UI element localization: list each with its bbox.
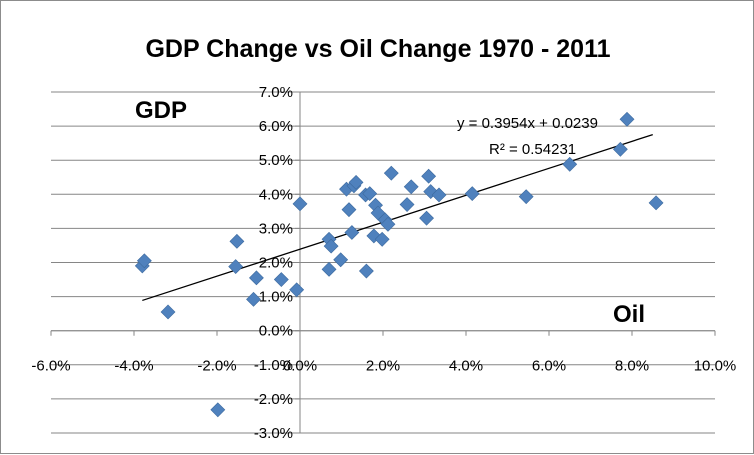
data-point (273, 272, 289, 287)
y-tick-label: 7.0% (259, 84, 293, 101)
x-tick-label: -6.0% (31, 358, 70, 375)
data-point (321, 261, 337, 277)
data-point (341, 202, 357, 218)
data-point (323, 238, 339, 254)
trendline-group (142, 133, 653, 302)
r-squared-label: R² = 0.54231 (489, 141, 576, 158)
data-point (562, 156, 578, 172)
data-point (246, 291, 261, 307)
x-tick-label: 8.0% (615, 358, 649, 375)
x-tick-label: 4.0% (449, 358, 483, 375)
y-tick-label: 5.0% (259, 152, 293, 169)
trendline-equation: y = 0.3954x + 0.0239 (457, 115, 598, 132)
data-point (344, 225, 360, 240)
x-tick-label: 10.0% (694, 358, 737, 375)
x-tick-label: -4.0% (114, 358, 153, 375)
data-point (403, 179, 419, 195)
y-tick-label: 6.0% (259, 118, 293, 135)
tick-labels: -3.0%-2.0%-1.0%0.0%1.0%2.0%3.0%4.0%5.0%6… (31, 84, 736, 442)
y-tick-label: 4.0% (259, 186, 293, 203)
gdp-annotation: GDP (135, 97, 187, 124)
data-point (136, 253, 152, 269)
data-point (380, 216, 396, 232)
axes (50, 91, 716, 434)
x-tick-label: 0.0% (283, 358, 317, 375)
data-point (160, 304, 176, 320)
data-point (648, 195, 664, 211)
data-point (362, 186, 378, 202)
y-tick-label: 0.0% (259, 323, 293, 340)
data-point (210, 402, 226, 418)
data-point (619, 111, 635, 127)
data-point (421, 168, 437, 184)
data-point (399, 197, 415, 212)
data-points (134, 111, 664, 418)
data-point (464, 186, 480, 202)
data-point (292, 196, 308, 212)
data-point (419, 210, 434, 226)
y-tick-label: -3.0% (254, 425, 293, 442)
data-point (289, 282, 305, 298)
data-point (374, 231, 390, 247)
y-tick-label: 1.0% (259, 289, 293, 306)
gridlines (51, 91, 715, 434)
data-point (333, 252, 349, 268)
x-tick-label: 2.0% (366, 358, 400, 375)
y-tick-label: -1.0% (254, 357, 293, 374)
x-tick-label: -2.0% (197, 358, 236, 375)
data-point (358, 263, 374, 279)
trendline (142, 133, 653, 302)
data-point (431, 187, 447, 203)
x-tick-label: 6.0% (532, 358, 566, 375)
y-tick-label: 3.0% (259, 220, 293, 237)
data-point (612, 141, 628, 157)
data-point (229, 233, 245, 249)
data-point (348, 174, 364, 190)
data-point (383, 165, 399, 181)
chart-title: GDP Change vs Oil Change 1970 - 2011 (145, 35, 610, 63)
y-tick-label: -2.0% (254, 391, 293, 408)
data-point (249, 270, 264, 286)
oil-annotation: Oil (613, 301, 645, 328)
data-point (228, 259, 244, 275)
data-point (518, 189, 534, 205)
y-tick-label: 2.0% (259, 255, 293, 272)
